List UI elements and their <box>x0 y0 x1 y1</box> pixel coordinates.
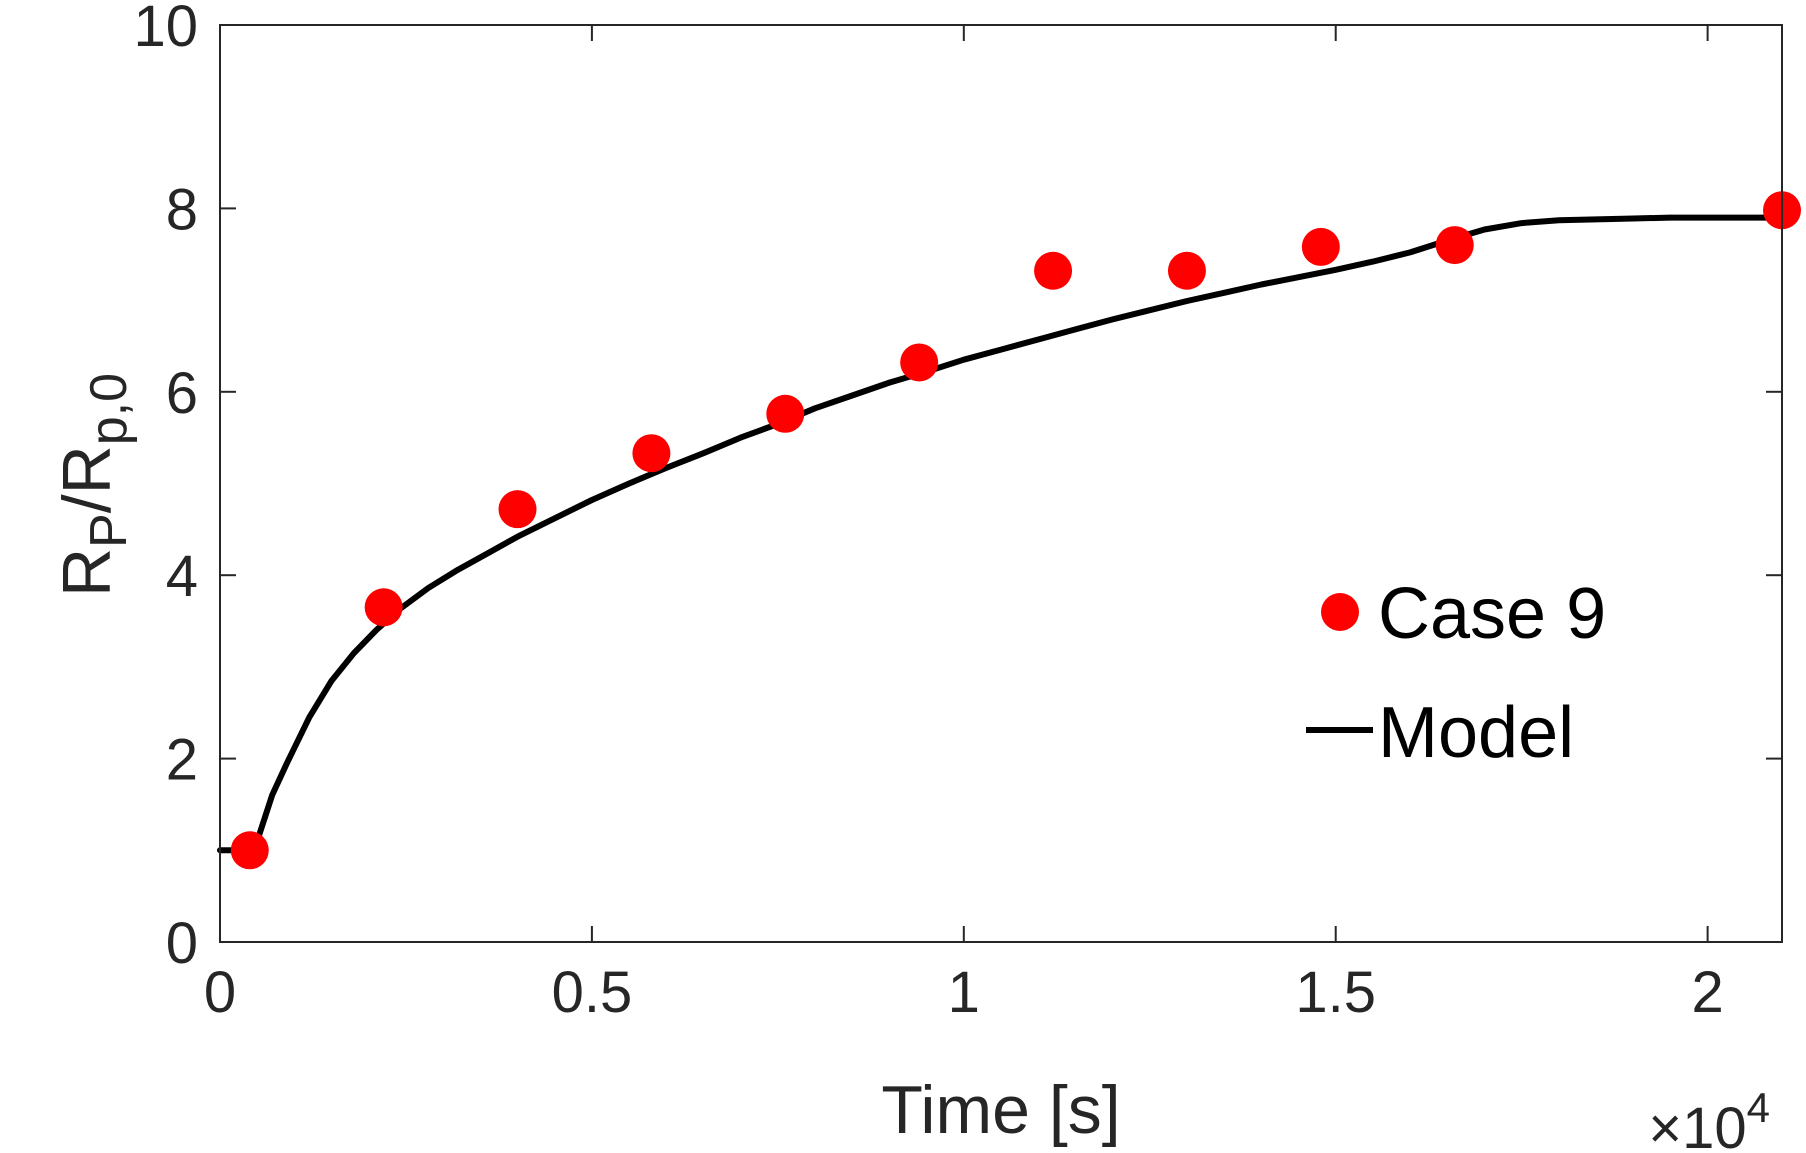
y-tick-label: 6 <box>166 361 198 426</box>
case-9-point <box>1301 227 1340 266</box>
legend-marker-case-9 <box>1321 593 1359 631</box>
x-axis-multiplier: ×104 <box>1648 1084 1770 1153</box>
plot-frame <box>219 24 1783 943</box>
x-tick-label: 1 <box>948 960 980 1025</box>
x-tick-label: 0 <box>204 960 236 1025</box>
legend: Case 9 Model <box>1306 574 1606 773</box>
case-9-point <box>766 394 805 433</box>
y-tick-label: 4 <box>166 544 198 609</box>
y-tick-label: 0 <box>166 911 198 976</box>
model-line <box>217 214 1785 854</box>
x-tick-labels: 0 0.5 1 1.5 2 <box>204 960 1724 1025</box>
x-multiplier-exponent: 4 <box>1747 1084 1770 1131</box>
case-9-point <box>364 588 403 627</box>
legend-label-case-9: Case 9 <box>1378 574 1606 654</box>
y-tick-labels: 0 2 4 6 8 10 <box>133 0 198 976</box>
legend-label-model: Model <box>1378 693 1574 773</box>
x-tick-label: 1.5 <box>1295 960 1376 1025</box>
model-series <box>217 214 1785 854</box>
case-9-point <box>1034 251 1073 290</box>
case-9-point <box>1167 251 1206 290</box>
y-label-sub1: P <box>80 513 138 548</box>
y-axis-title: RP/Rp,0 <box>49 373 138 597</box>
x-multiplier-prefix: ×10 <box>1648 1096 1746 1153</box>
y-label-sub2: p,0 <box>80 373 138 445</box>
case-9-point <box>900 343 939 382</box>
case-9-point <box>230 831 269 870</box>
y-tick-label: 8 <box>166 177 198 242</box>
x-tick-label: 2 <box>1691 960 1723 1025</box>
y-tick-label: 2 <box>166 728 198 793</box>
y-label-base: R <box>49 548 125 597</box>
x-axis-title: Time [s] <box>881 1072 1120 1148</box>
case-9-point <box>498 490 537 529</box>
y-label-mid: /R <box>49 445 125 513</box>
x-tick-label: 0.5 <box>552 960 633 1025</box>
case-9-point <box>1435 226 1474 265</box>
y-tick-label: 10 <box>133 0 198 59</box>
case-9-series <box>230 191 1801 870</box>
case-9-point <box>632 434 671 473</box>
plot-area <box>220 25 1782 942</box>
